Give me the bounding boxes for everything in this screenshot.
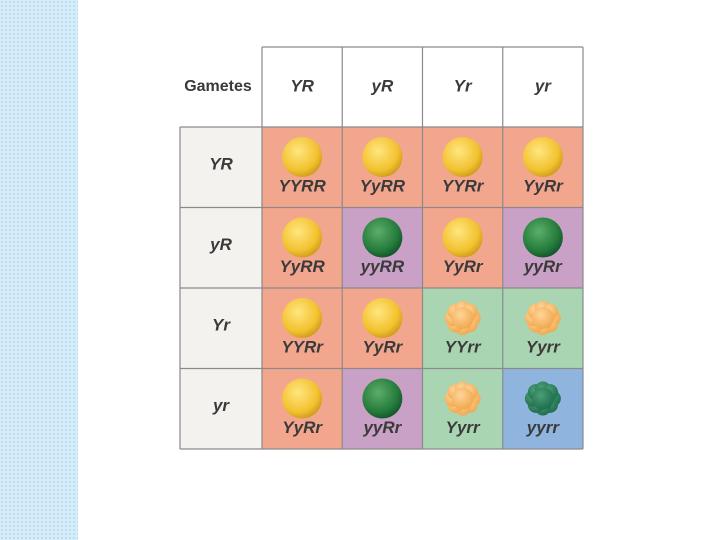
- genotype: yyrr: [526, 418, 561, 437]
- pea-shape: [362, 378, 403, 419]
- pea: [282, 378, 323, 419]
- pea-shape: [362, 298, 403, 338]
- pea-shape: [451, 387, 474, 410]
- pea: [362, 217, 403, 258]
- genotype: yyRr: [362, 418, 402, 437]
- row-gamete: YR: [209, 155, 233, 174]
- genotype: YYRr: [281, 337, 324, 356]
- pea-shape: [531, 387, 554, 410]
- genotype: YyRr: [363, 337, 404, 356]
- pea-shape: [522, 217, 563, 258]
- pea: [362, 378, 403, 419]
- pea-shape: [282, 298, 323, 338]
- genotype: YyRr: [282, 418, 323, 437]
- pea: [442, 137, 483, 177]
- genotype: yyRR: [360, 257, 405, 276]
- pea: [362, 137, 403, 177]
- genotype: YYRr: [442, 176, 485, 195]
- genotype: yyRr: [523, 257, 563, 276]
- pea-shape: [282, 137, 323, 177]
- pea-shape: [362, 137, 403, 177]
- genotype: Yyrr: [446, 418, 481, 437]
- pea: [522, 217, 563, 258]
- column-gamete: yr: [534, 76, 552, 95]
- pea: [524, 301, 561, 335]
- pea-shape: [442, 137, 483, 177]
- genotype: YyRR: [360, 176, 406, 195]
- header-label: Gametes: [184, 78, 252, 95]
- row-gamete: yr: [212, 396, 230, 415]
- column-gamete: Yr: [454, 76, 473, 95]
- genotype: YyRR: [279, 257, 325, 276]
- column-gamete: yR: [371, 76, 394, 95]
- pea: [522, 137, 563, 177]
- pea: [282, 137, 323, 177]
- row-gamete: Yr: [212, 316, 231, 335]
- pea: [444, 301, 481, 335]
- pea-shape: [362, 217, 403, 258]
- pea: [282, 298, 323, 338]
- pea-shape: [282, 378, 323, 419]
- decorative-strip: [0, 0, 78, 540]
- genotype: YyRr: [443, 257, 484, 276]
- row-gamete: yR: [209, 235, 232, 254]
- genotype: YyRr: [523, 176, 564, 195]
- genotype: YYRR: [279, 176, 327, 195]
- pea: [524, 381, 561, 416]
- pea: [362, 298, 403, 338]
- pea-shape: [531, 307, 554, 329]
- pea: [444, 381, 481, 416]
- genotype: Yyrr: [526, 337, 561, 356]
- pea-shape: [442, 217, 483, 258]
- pea: [442, 217, 483, 258]
- pea-shape: [522, 137, 563, 177]
- genotype: YYrr: [445, 337, 482, 356]
- pea-shape: [282, 217, 323, 258]
- column-gamete: YR: [290, 76, 314, 95]
- pea: [282, 217, 323, 258]
- pea-shape: [451, 307, 474, 329]
